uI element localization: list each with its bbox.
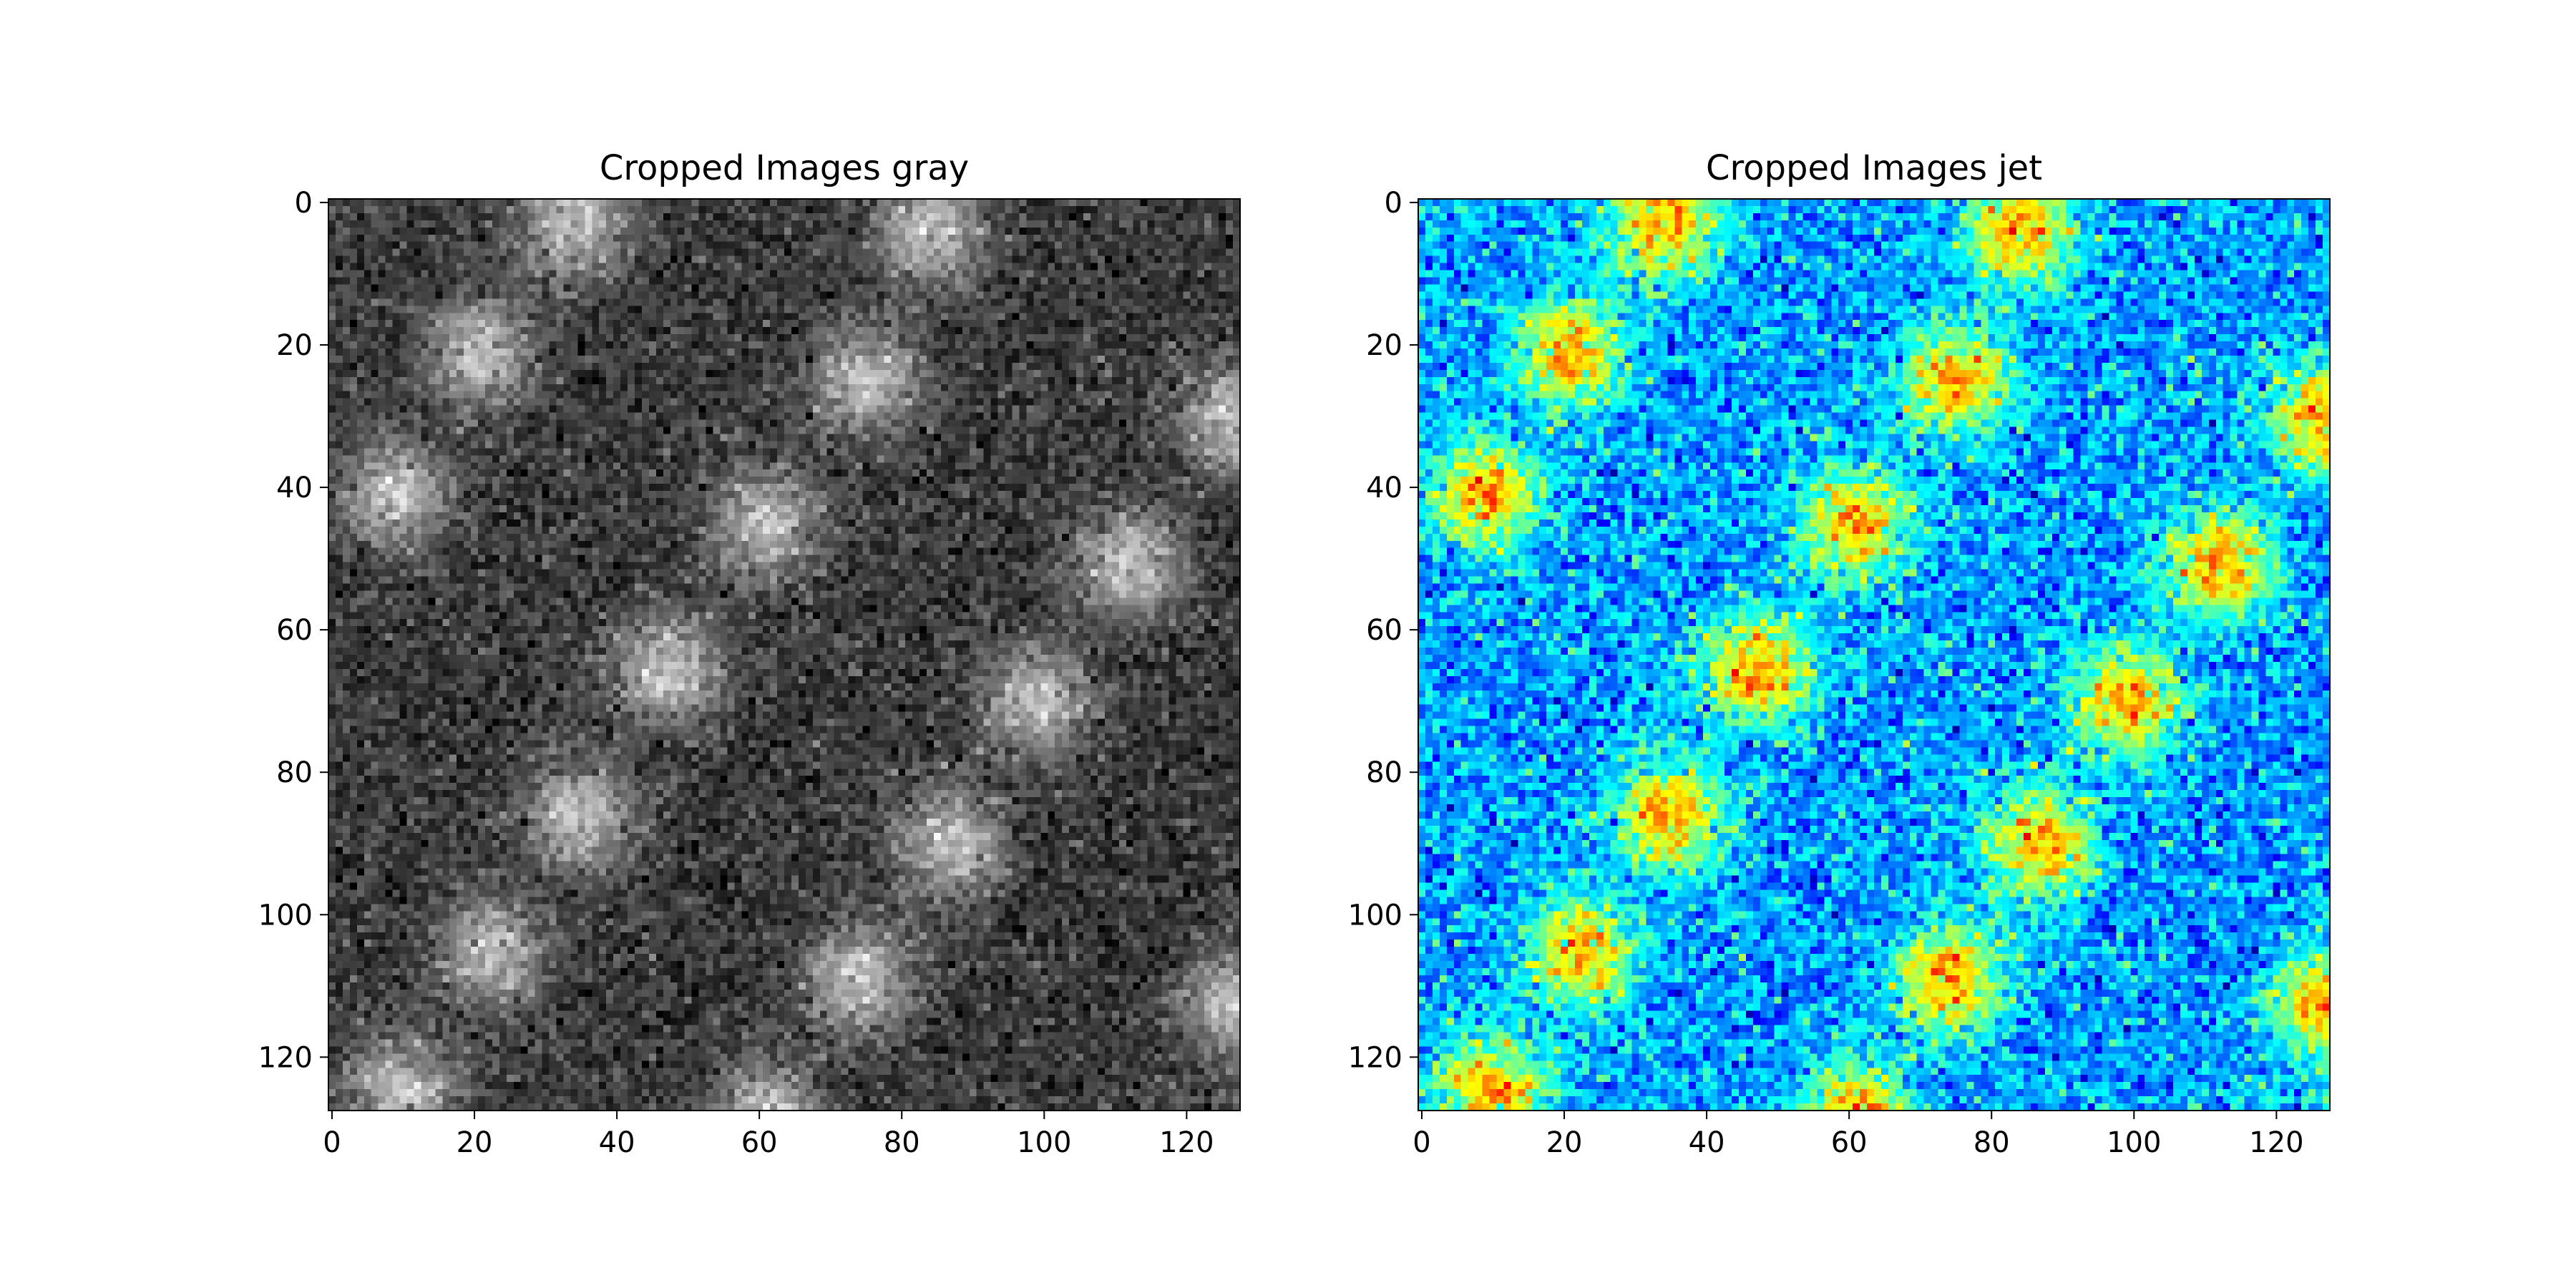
y-tick-label: 100	[1348, 899, 1402, 932]
axes-gray: 0 20 40 60 80 100 120 0 20 40 60 80 100 120	[258, 187, 1241, 1159]
x-tick-label: 80	[1974, 1126, 2010, 1159]
x-tick-label: 120	[1159, 1126, 1214, 1159]
x-tick-label: 40	[599, 1126, 635, 1159]
y-tick-label: 40	[1366, 472, 1402, 504]
heatmap-panel-gray: Cropped Images gray 0 20 40 60 80 100 120 0 20 40…	[258, 148, 1241, 1159]
heatmap-panel-jet: Cropped Images jet 0 20 40 60 80 100 120 0 20 40 6…	[1288, 0, 2576, 1288]
axes-frame	[328, 198, 1241, 1111]
x-tick-label: 0	[323, 1126, 341, 1159]
heatmap-image-gray	[328, 199, 1240, 1111]
y-tick-label: 60	[276, 614, 313, 647]
x-tick-label: 20	[1546, 1126, 1583, 1159]
chart-title: Cropped Images gray	[599, 148, 970, 188]
x-tick-label: 100	[1017, 1126, 1071, 1159]
x-tick-label: 0	[1413, 1126, 1430, 1159]
x-tick-label: 120	[2249, 1126, 2303, 1159]
y-tick-label: 120	[1348, 1041, 1402, 1074]
y-tick-label: 0	[295, 187, 313, 220]
y-tick-label: 40	[276, 472, 313, 504]
axes-jet: 0 20 40 60 80 100 120 0 20 40 60 80 100 120	[1348, 187, 2331, 1159]
y-tick-label: 100	[258, 899, 313, 932]
x-tick-label: 80	[884, 1126, 920, 1159]
x-tick-label: 60	[741, 1126, 778, 1159]
x-tick-label: 60	[1831, 1126, 1868, 1159]
y-tick-label: 120	[258, 1041, 313, 1074]
y-tick-label: 60	[1366, 614, 1402, 647]
heatmap-image-jet	[1418, 199, 2330, 1111]
x-tick-label: 40	[1689, 1126, 1725, 1159]
y-tick-label: 20	[276, 329, 313, 362]
axes-frame	[1418, 198, 2331, 1111]
x-tick-label: 100	[2107, 1126, 2161, 1159]
y-tick-label: 80	[1366, 756, 1402, 789]
y-tick-label: 0	[1385, 187, 1402, 220]
chart-title: Cropped Images jet	[1705, 148, 2043, 188]
x-tick-label: 20	[457, 1126, 493, 1159]
y-tick-label: 80	[276, 756, 313, 789]
y-tick-label: 20	[1366, 329, 1402, 362]
